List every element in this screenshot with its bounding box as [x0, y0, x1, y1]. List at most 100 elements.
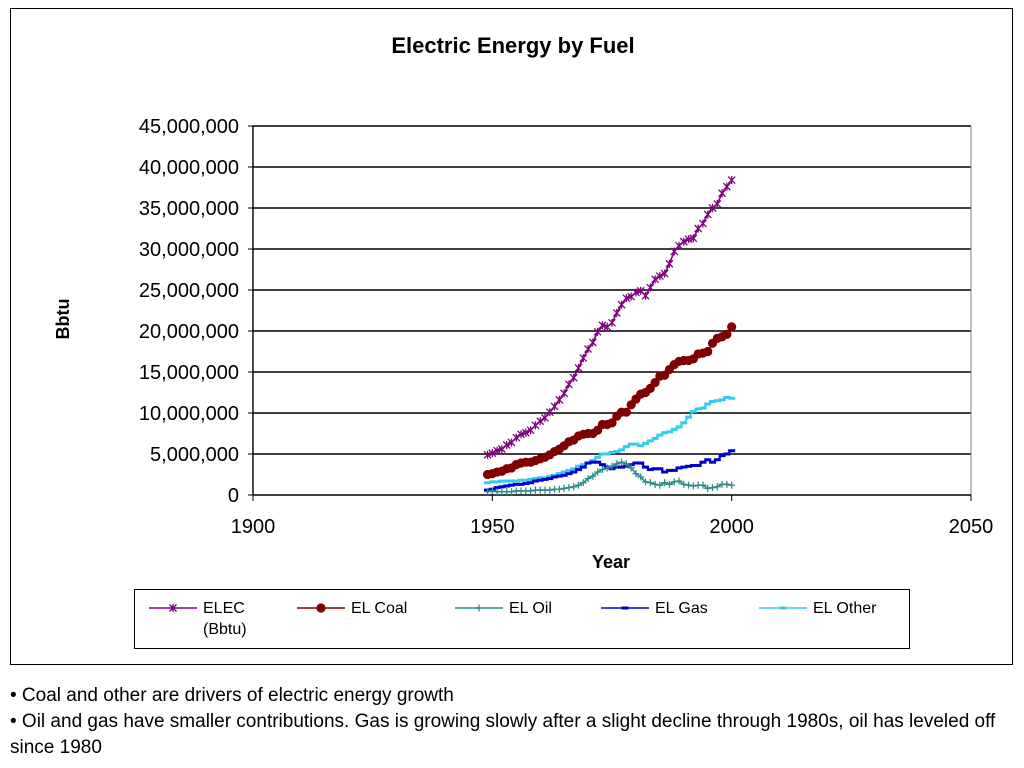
legend-item-coal: EL Coal: [295, 598, 407, 619]
legend-item-oil: EL Oil: [453, 598, 552, 619]
data-point-gas: [675, 466, 683, 470]
data-point-other: [493, 480, 501, 484]
legend-marker-other: [779, 606, 787, 610]
tick-label-y: 30,000,000: [139, 239, 239, 261]
data-point-other: [675, 425, 683, 429]
data-point-gas: [579, 465, 587, 469]
tick-label-y: 35,000,000: [139, 198, 239, 220]
series-oil: [484, 458, 736, 496]
data-point-other: [694, 407, 702, 411]
data-point-gas: [570, 470, 578, 474]
data-point-gas: [541, 477, 549, 481]
data-point-gas: [709, 460, 717, 464]
data-point-gas: [536, 478, 544, 482]
data-point-other: [646, 439, 654, 443]
data-point-other: [603, 452, 611, 456]
legend-label-elec: ELEC: [203, 600, 245, 617]
data-point-other: [665, 430, 673, 434]
data-point-gas: [728, 449, 736, 453]
data-point-other: [709, 400, 717, 404]
data-point-other: [632, 442, 640, 446]
tick-label-y: 25,000,000: [139, 280, 239, 302]
data-point-other: [570, 467, 578, 471]
data-point-gas: [618, 465, 626, 469]
note-1: • Coal and other are drivers of electric…: [10, 685, 454, 706]
tick-label-y: 5,000,000: [150, 444, 239, 466]
data-point-other: [579, 463, 587, 467]
data-point-other: [517, 478, 525, 482]
data-point-gas: [699, 460, 707, 464]
legend-label-coal: EL Coal: [351, 600, 408, 617]
data-point-gas: [723, 452, 731, 456]
legend-label-other: EL Other: [813, 600, 877, 617]
data-point-gas: [531, 479, 539, 483]
data-point-other: [503, 479, 511, 483]
data-point-other: [498, 479, 506, 483]
data-point-coal: [722, 329, 732, 339]
tick-labels: 0 5,000,000 10,000,000 15,000,000 20,000,000…: [139, 116, 993, 538]
data-point-gas: [656, 467, 664, 471]
data-point-other: [555, 472, 563, 476]
data-point-other: [685, 415, 693, 419]
chart-frame: Electric Energy by Fuel Bbtu Year 0 5,000…: [10, 8, 1013, 665]
tick-label-y: 20,000,000: [139, 321, 239, 343]
legend: ELEC (Bbtu) EL Coal EL Oil EL Gas EL Oth…: [134, 589, 910, 649]
note-2: • Oil and gas have smaller contributions…: [10, 711, 996, 758]
data-point-other: [656, 433, 664, 437]
tick-label-y: 15,000,000: [139, 362, 239, 384]
data-point-gas: [517, 482, 525, 486]
data-point-gas: [661, 470, 669, 474]
data-point-gas: [598, 463, 606, 467]
data-point-other: [522, 478, 530, 482]
x-axis-label: Year: [592, 552, 630, 572]
data-point-other: [680, 421, 688, 425]
data-point-other: [613, 450, 621, 454]
data-point-gas: [522, 482, 530, 486]
data-point-gas: [527, 481, 535, 485]
data-point-other: [728, 396, 736, 400]
data-point-other: [689, 409, 697, 413]
data-point-other: [622, 445, 630, 449]
data-point-gas: [713, 458, 721, 462]
data-point-gas: [632, 461, 640, 465]
data-point-other: [565, 468, 573, 472]
legend-marker-coal: [316, 603, 326, 613]
data-point-gas: [551, 475, 559, 479]
data-point-gas: [680, 465, 688, 469]
tick-label-y: 0: [228, 485, 239, 507]
data-point-other: [704, 402, 712, 406]
data-point-other: [699, 406, 707, 410]
data-point-other: [661, 431, 669, 435]
data-point-gas: [689, 463, 697, 467]
data-point-other: [589, 459, 597, 463]
tick-label-x: 2050: [949, 516, 994, 538]
data-point-gas: [507, 483, 515, 487]
data-point-gas: [546, 477, 554, 481]
series-other: [484, 395, 736, 485]
data-point-other: [713, 399, 721, 403]
legend-label-gas: EL Gas: [655, 600, 708, 617]
data-point-gas: [584, 461, 592, 465]
data-point-gas: [642, 465, 650, 469]
axes: [248, 125, 972, 501]
data-point-gas: [589, 460, 597, 464]
tick-label-y: 10,000,000: [139, 403, 239, 425]
data-point-other: [484, 481, 492, 485]
data-point-gas: [637, 461, 645, 465]
data-point-other: [531, 477, 539, 481]
data-point-gas: [670, 468, 678, 472]
data-point-other: [598, 452, 606, 456]
tick-label-x: 2000: [709, 516, 754, 538]
data-point-other: [574, 464, 582, 468]
legend-item-elec: ELEC (Bbtu): [147, 598, 247, 640]
y-axis-label: Bbtu: [53, 299, 73, 340]
chart-canvas: Electric Energy by Fuel Bbtu Year 0 5,000…: [53, 33, 993, 572]
data-point-other: [723, 395, 731, 399]
data-point-other: [651, 436, 659, 440]
data-point-other: [488, 480, 496, 484]
data-point-gas: [685, 464, 693, 468]
series-coal: [482, 322, 737, 480]
data-point-other: [551, 473, 559, 477]
data-point-gas: [560, 473, 568, 477]
data-point-gas: [594, 460, 602, 464]
